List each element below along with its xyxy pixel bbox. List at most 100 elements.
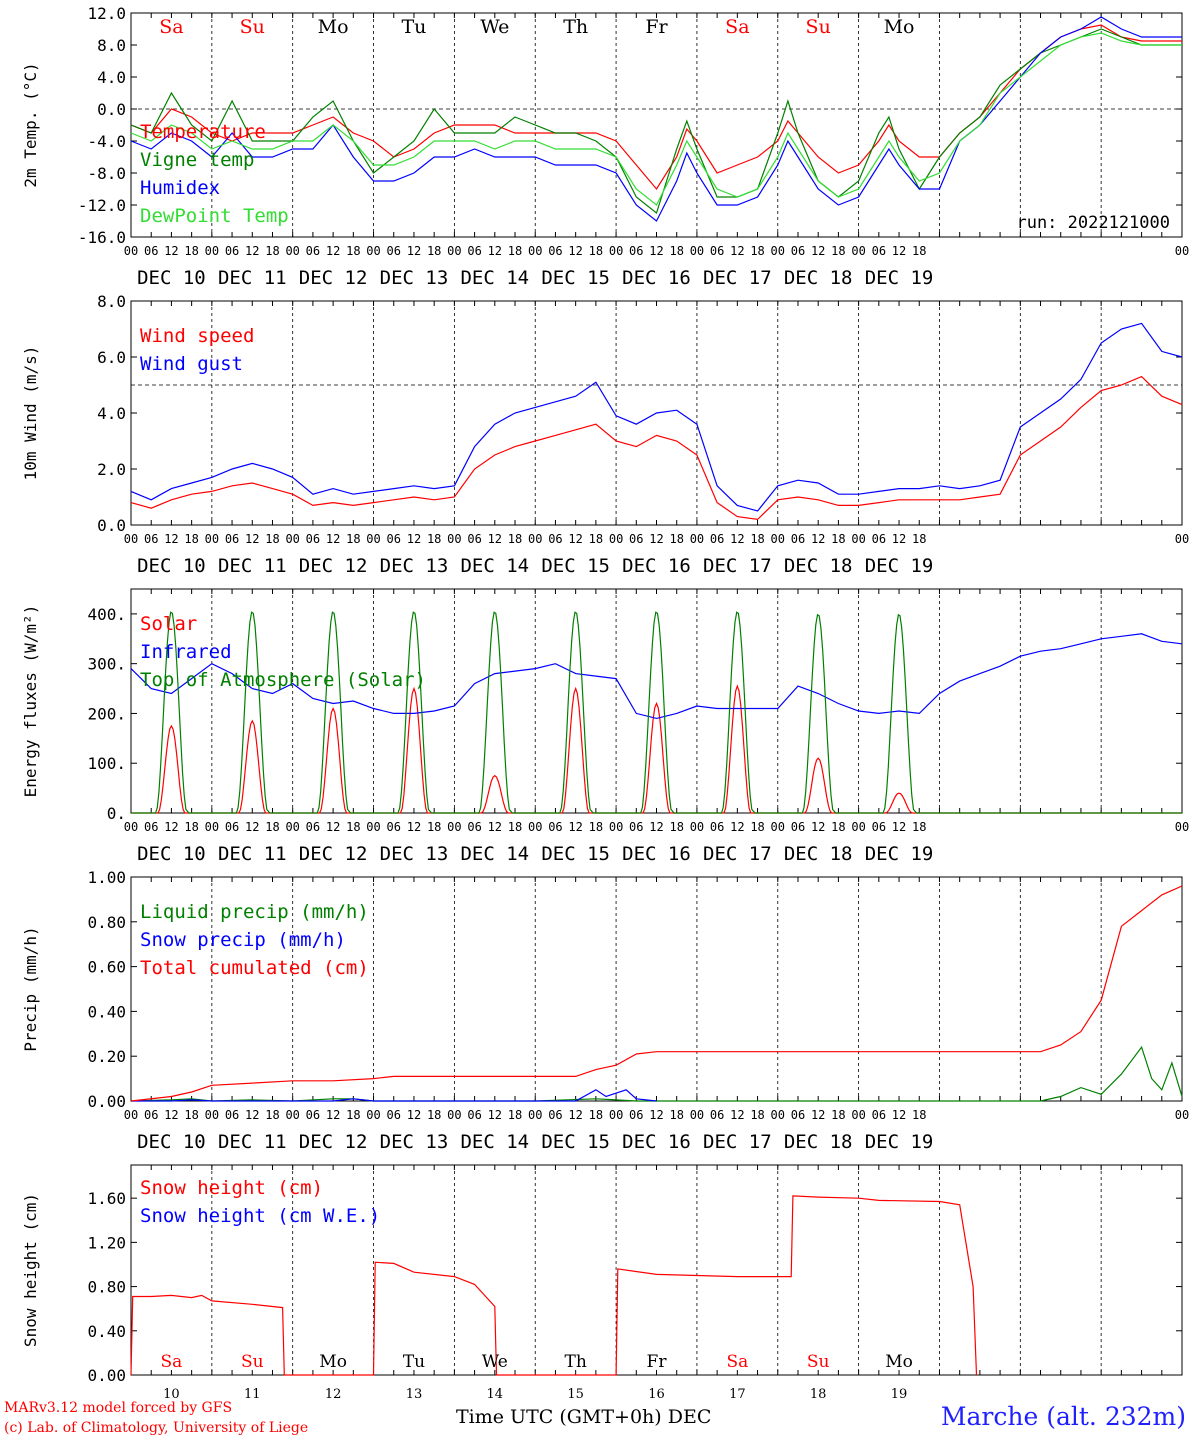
hour-tick-label: 12 xyxy=(245,244,259,258)
hour-tick-label: 00 xyxy=(285,244,299,258)
hour-tick-label: 18 xyxy=(589,1108,603,1122)
hour-tick-label: 06 xyxy=(791,1108,805,1122)
hour-tick-label: 12 xyxy=(326,1108,340,1122)
hour-tick-label: 18 xyxy=(265,820,279,834)
hour-tick-label: 18 xyxy=(750,244,764,258)
panel-4 xyxy=(130,876,1183,1102)
hour-tick-label: 00 xyxy=(366,244,380,258)
hour-tick-label: 12 xyxy=(811,244,825,258)
date-label: DEC 12 xyxy=(299,843,368,865)
hour-tick-label: 12 xyxy=(407,244,421,258)
run-annotation: run: 2022121000 xyxy=(1016,213,1170,233)
hour-tick-label: 12 xyxy=(730,820,744,834)
hour-tick-label: 12 xyxy=(488,820,502,834)
hour-tick-label: 12 xyxy=(892,820,906,834)
hour-tick-label: 06 xyxy=(872,244,886,258)
hour-tick-label: 12 xyxy=(407,1108,421,1122)
hour-tick-label: 00 xyxy=(528,532,542,546)
day-number-label: 16 xyxy=(648,1387,665,1402)
y-tick-label: 0.00 xyxy=(87,1366,126,1385)
hour-tick-label: 18 xyxy=(346,820,360,834)
hour-tick-label: 00 xyxy=(528,1108,542,1122)
legend-label: Temperature xyxy=(140,121,266,143)
date-label: DEC 14 xyxy=(460,1131,529,1153)
hour-tick-label: 18 xyxy=(831,1108,845,1122)
hour-tick-label: 18 xyxy=(346,244,360,258)
hour-tick-label: 18 xyxy=(184,820,198,834)
day-number-label: 12 xyxy=(325,1387,342,1402)
hour-tick-label: 18 xyxy=(589,820,603,834)
hour-tick-label: 00 xyxy=(771,1108,785,1122)
weekday-label-bottom: Tu xyxy=(403,1352,425,1372)
hour-tick-label: 06 xyxy=(872,1108,886,1122)
hour-tick-label: 06 xyxy=(387,1108,401,1122)
hour-tick-label: 18 xyxy=(427,1108,441,1122)
y-tick-label: 0.60 xyxy=(87,958,126,977)
weekday-label-bottom: Mo xyxy=(885,1352,913,1372)
date-label: DEC 12 xyxy=(299,555,368,577)
weekday-label-top: Mo xyxy=(318,16,349,38)
date-label: DEC 14 xyxy=(460,267,529,289)
hour-tick-label: 18 xyxy=(912,532,926,546)
y-axis-label: Precip (mm/h) xyxy=(21,926,40,1051)
date-label: DEC 17 xyxy=(703,843,772,865)
hour-tick-label: 00 xyxy=(205,244,219,258)
hour-tick-label: 18 xyxy=(265,1108,279,1122)
hour-tick-label: 18 xyxy=(589,244,603,258)
hour-tick-label: 18 xyxy=(831,820,845,834)
hour-tick-label: 00 xyxy=(366,820,380,834)
y-tick-label: 2.0 xyxy=(97,460,126,479)
date-label: DEC 13 xyxy=(380,267,449,289)
hour-tick-label: 06 xyxy=(791,820,805,834)
weekday-label-bottom: We xyxy=(482,1352,508,1372)
hour-tick-label: 12 xyxy=(326,820,340,834)
hour-tick-label: 00 xyxy=(690,244,704,258)
date-label: DEC 10 xyxy=(137,555,206,577)
time-axis-title: Time UTC (GMT+0h) DEC xyxy=(456,1406,712,1428)
hour-tick-label: 06 xyxy=(144,244,158,258)
hour-tick-label: 00 xyxy=(447,1108,461,1122)
y-tick-label: 0.40 xyxy=(87,1002,126,1021)
y-tick-label: 4.0 xyxy=(97,404,126,423)
date-label: DEC 11 xyxy=(218,267,287,289)
hour-tick-label: 12 xyxy=(892,244,906,258)
y-tick-label: 0.0 xyxy=(97,516,126,535)
hour-tick-label: 12 xyxy=(892,532,906,546)
model-credit: MARv3.12 model forced by GFS xyxy=(4,1400,233,1416)
hour-tick-label: 12 xyxy=(892,1108,906,1122)
hour-tick-label: 00 xyxy=(851,1108,865,1122)
date-label: DEC 16 xyxy=(622,555,691,577)
legend-label: Snow height (cm) xyxy=(140,1177,323,1199)
date-label: DEC 19 xyxy=(865,1131,934,1153)
legend-label: Liquid precip (mm/h) xyxy=(140,901,369,923)
date-label: DEC 17 xyxy=(703,267,772,289)
hour-tick-label: 06 xyxy=(306,532,320,546)
series-line-blue xyxy=(131,1089,657,1102)
hour-tick-label: 12 xyxy=(730,532,744,546)
panel-5 xyxy=(130,1164,1183,1376)
date-label: DEC 19 xyxy=(865,555,934,577)
hour-tick-label: 12 xyxy=(730,1108,744,1122)
panel-3 xyxy=(130,588,1183,814)
hour-tick-label: 12 xyxy=(811,532,825,546)
station-title: Marche (alt. 232m) xyxy=(940,1402,1186,1431)
hour-tick-label: 18 xyxy=(265,244,279,258)
y-tick-label: 0.20 xyxy=(87,1047,126,1066)
hour-tick-label: 18 xyxy=(427,820,441,834)
y-tick-label: 1.60 xyxy=(87,1189,126,1208)
copyright-credit: (c) Lab. of Climatology, University of L… xyxy=(4,1420,309,1436)
hour-tick-label: 06 xyxy=(548,820,562,834)
day-number-label: 13 xyxy=(406,1387,423,1402)
plot-frame xyxy=(130,588,1183,814)
series-line-red xyxy=(130,1195,978,1376)
date-label: DEC 17 xyxy=(703,555,772,577)
y-tick-label: -16.0 xyxy=(78,228,126,247)
date-label: DEC 18 xyxy=(784,843,853,865)
legend-label: Top of Atmosphere (Solar) xyxy=(140,669,426,691)
weekday-label-top: Tu xyxy=(402,16,427,38)
hour-tick-label: 00 xyxy=(771,244,785,258)
hour-tick-label: 00 xyxy=(851,532,865,546)
hour-tick-label: 00 xyxy=(609,244,623,258)
y-axis-label: Energy fluxes (W/m²) xyxy=(21,605,40,798)
